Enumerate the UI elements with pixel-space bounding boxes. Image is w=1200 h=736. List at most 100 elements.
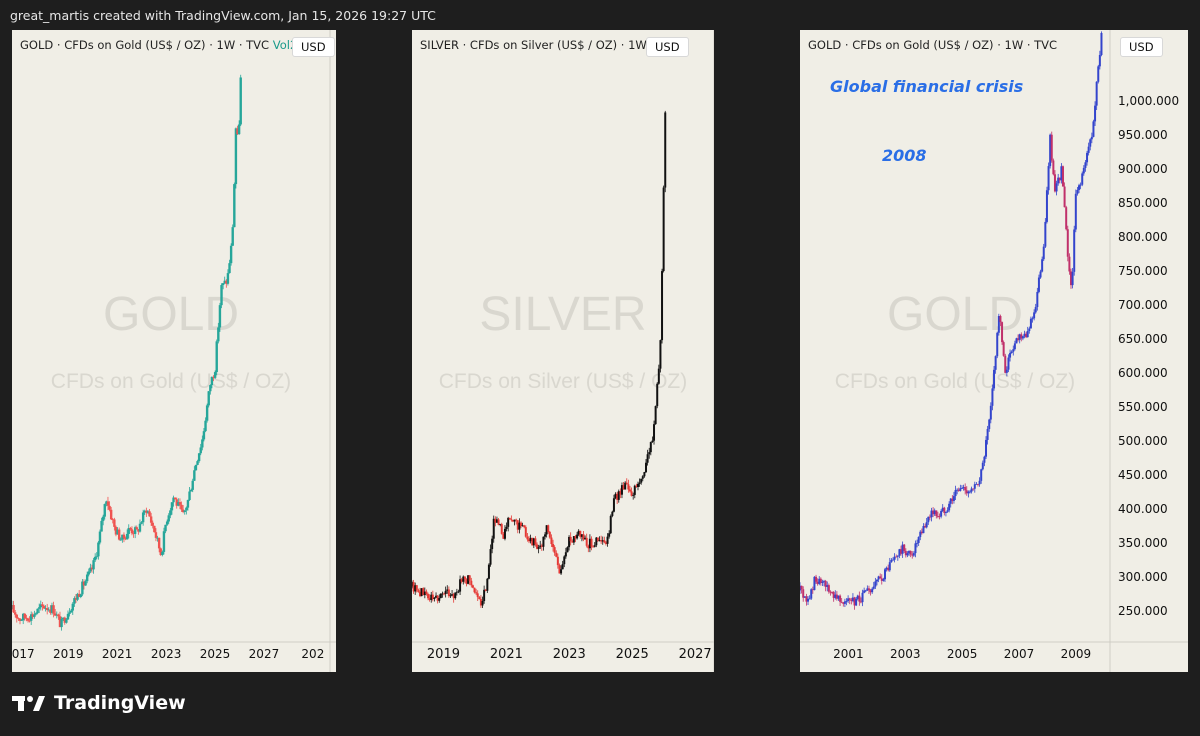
candle-body [946, 510, 949, 512]
candle-body [882, 579, 885, 581]
candle-body [438, 598, 441, 601]
candle-body [446, 589, 449, 591]
candle-body [175, 499, 178, 506]
candle-body [221, 283, 225, 286]
candle-body [815, 576, 818, 582]
candle-body [914, 543, 917, 554]
candle-body [417, 590, 420, 592]
candle-body [620, 485, 623, 495]
candle-body [173, 497, 177, 500]
candle-body [492, 518, 495, 539]
candle-body [539, 545, 542, 548]
candle-body [1031, 318, 1034, 320]
candle-body [892, 559, 895, 561]
candle-body [116, 529, 119, 535]
candle-body [983, 456, 986, 463]
candle-body [181, 509, 185, 513]
candle-body [534, 538, 537, 545]
candle-body [199, 447, 202, 454]
candle-body [50, 605, 54, 613]
candle-body [515, 519, 518, 521]
candle-body [816, 581, 819, 584]
gold-crisis-chart-svg[interactable]: GOLD CFDs on Gold (US$ / OZ) 250.000 300.00… [800, 30, 1188, 672]
candle-body [1076, 189, 1079, 194]
candle-body [858, 595, 861, 602]
candle-body [68, 612, 71, 614]
y-tick-label: 950.000 [1118, 128, 1168, 142]
candle-body [69, 610, 73, 613]
candle-body [412, 582, 413, 587]
candle-body [545, 525, 548, 535]
candle-body [824, 580, 827, 587]
candle-body [45, 608, 49, 610]
candle-body [185, 507, 188, 511]
candle-body [943, 507, 946, 513]
candle-body [850, 599, 853, 601]
candle-body [1037, 277, 1040, 292]
candle-body [580, 534, 583, 537]
candle-body [553, 547, 556, 553]
candle-body [183, 510, 186, 513]
candle-body [444, 590, 447, 594]
candle-body [233, 184, 236, 228]
candle-body [956, 489, 959, 491]
candle-body [209, 385, 212, 392]
candle-body [165, 521, 169, 525]
currency-button[interactable]: USD [1120, 37, 1163, 57]
x-tick-label: 202 [301, 647, 324, 661]
candle-body [1002, 342, 1005, 356]
candle-body [42, 606, 46, 609]
candle-body [13, 612, 17, 615]
candle-body [550, 537, 553, 545]
candle-body [439, 593, 442, 599]
candle-body [1081, 173, 1084, 185]
y-tick-label: 600.000 [1118, 366, 1168, 380]
candle-body [959, 488, 962, 491]
candle-body [1004, 355, 1007, 373]
candle-body [508, 517, 511, 520]
candle-body [89, 567, 92, 572]
candle-body [587, 545, 590, 549]
candle-body [962, 487, 965, 489]
currency-button[interactable]: USD [646, 37, 689, 57]
candle-body [476, 593, 479, 598]
y-tick-label: 550.000 [1118, 400, 1168, 414]
candle-body [127, 527, 130, 534]
candle-body [558, 565, 561, 574]
candle-body [1041, 259, 1044, 272]
candle-body [17, 618, 20, 619]
gold-crisis-chart-panel[interactable]: GOLD CFDs on Gold (US$ / OZ) 250.000 300.00… [800, 30, 1188, 672]
candle-body [500, 524, 503, 534]
currency-button[interactable]: USD [292, 37, 335, 57]
candle-body [71, 603, 74, 611]
candle-body [1023, 333, 1026, 337]
candle-body [218, 305, 222, 328]
candle-body [911, 554, 914, 556]
candle-body [636, 483, 639, 487]
candle-body [842, 602, 845, 604]
candle-body [465, 579, 468, 584]
candle-body [213, 372, 217, 378]
candle-body [39, 604, 42, 608]
candle-body [604, 542, 607, 544]
candle-body [473, 587, 476, 593]
candle-body [159, 548, 162, 556]
candle-body [880, 578, 883, 581]
candle-body [989, 405, 992, 420]
candle-body [519, 522, 522, 527]
candle-body [66, 613, 70, 620]
x-tick-label: 2019 [53, 647, 84, 661]
candle-body [125, 533, 129, 540]
candle-body [1094, 105, 1097, 122]
candle-body [944, 511, 947, 513]
candle-body [55, 614, 58, 616]
candle-body [968, 491, 971, 493]
candle-body [577, 530, 580, 535]
candle-body [1070, 271, 1073, 286]
candle-body [205, 405, 209, 421]
candle-body [114, 526, 118, 535]
